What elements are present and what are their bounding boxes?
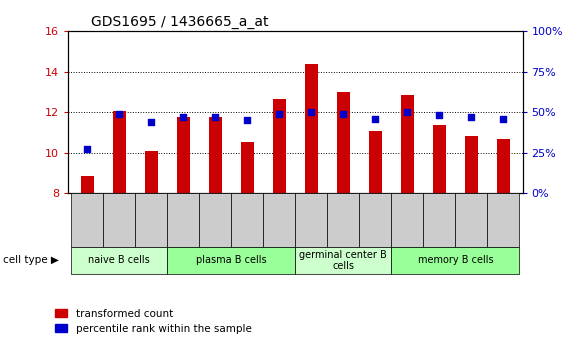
Text: plasma B cells: plasma B cells	[196, 256, 266, 265]
Point	[243, 117, 252, 123]
Text: memory B cells: memory B cells	[417, 256, 493, 265]
Point	[371, 116, 380, 121]
Point	[467, 114, 476, 120]
Bar	[145, 151, 158, 193]
Point	[115, 111, 124, 117]
Bar	[337, 92, 350, 193]
Bar	[113, 111, 126, 193]
Point	[435, 112, 444, 118]
Text: naive B cells: naive B cells	[89, 256, 150, 265]
Bar	[369, 131, 382, 193]
Point	[147, 119, 156, 125]
Point	[275, 111, 284, 117]
Bar	[177, 117, 190, 193]
Point	[339, 111, 348, 117]
Bar	[81, 176, 94, 193]
Bar	[305, 65, 318, 193]
Point	[83, 147, 92, 152]
Bar	[273, 99, 286, 193]
Bar	[241, 141, 254, 193]
Bar	[401, 95, 414, 193]
Point	[307, 109, 316, 115]
Point	[211, 114, 220, 120]
Bar	[465, 136, 478, 193]
Text: cell type ▶: cell type ▶	[3, 256, 59, 265]
Point	[179, 114, 188, 120]
Legend: transformed count, percentile rank within the sample: transformed count, percentile rank withi…	[51, 305, 256, 338]
Point	[499, 116, 508, 121]
Bar	[497, 139, 509, 193]
Point	[403, 109, 412, 115]
Text: GDS1695 / 1436665_a_at: GDS1695 / 1436665_a_at	[91, 14, 268, 29]
Text: germinal center B
cells: germinal center B cells	[299, 250, 387, 271]
Bar	[433, 125, 446, 193]
Bar	[209, 117, 222, 193]
